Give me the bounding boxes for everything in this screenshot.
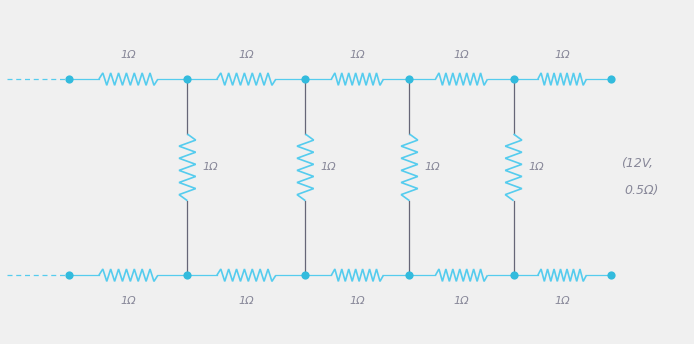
Text: 1Ω: 1Ω bbox=[555, 296, 570, 306]
Point bbox=[182, 76, 193, 82]
Point bbox=[64, 76, 75, 82]
Text: 1Ω: 1Ω bbox=[239, 50, 254, 60]
Point bbox=[64, 272, 75, 278]
Point bbox=[404, 272, 415, 278]
Point bbox=[182, 272, 193, 278]
Point bbox=[508, 76, 519, 82]
Text: 1Ω: 1Ω bbox=[203, 162, 219, 172]
Point bbox=[404, 76, 415, 82]
Text: 1Ω: 1Ω bbox=[555, 50, 570, 60]
Point bbox=[605, 272, 616, 278]
Text: 1Ω: 1Ω bbox=[454, 296, 469, 306]
Text: (12V,: (12V, bbox=[621, 157, 653, 170]
Text: 1Ω: 1Ω bbox=[239, 296, 254, 306]
Text: 1Ω: 1Ω bbox=[454, 50, 469, 60]
Text: 1Ω: 1Ω bbox=[121, 50, 136, 60]
Point bbox=[605, 76, 616, 82]
Text: 1Ω: 1Ω bbox=[425, 162, 441, 172]
Point bbox=[300, 272, 311, 278]
Point bbox=[300, 76, 311, 82]
Text: 1Ω: 1Ω bbox=[321, 162, 337, 172]
Text: 1Ω: 1Ω bbox=[121, 296, 136, 306]
Text: 1Ω: 1Ω bbox=[350, 50, 365, 60]
Text: 1Ω: 1Ω bbox=[350, 296, 365, 306]
Point bbox=[508, 272, 519, 278]
Text: 0.5Ω): 0.5Ω) bbox=[625, 184, 659, 197]
Text: 1Ω: 1Ω bbox=[529, 162, 545, 172]
